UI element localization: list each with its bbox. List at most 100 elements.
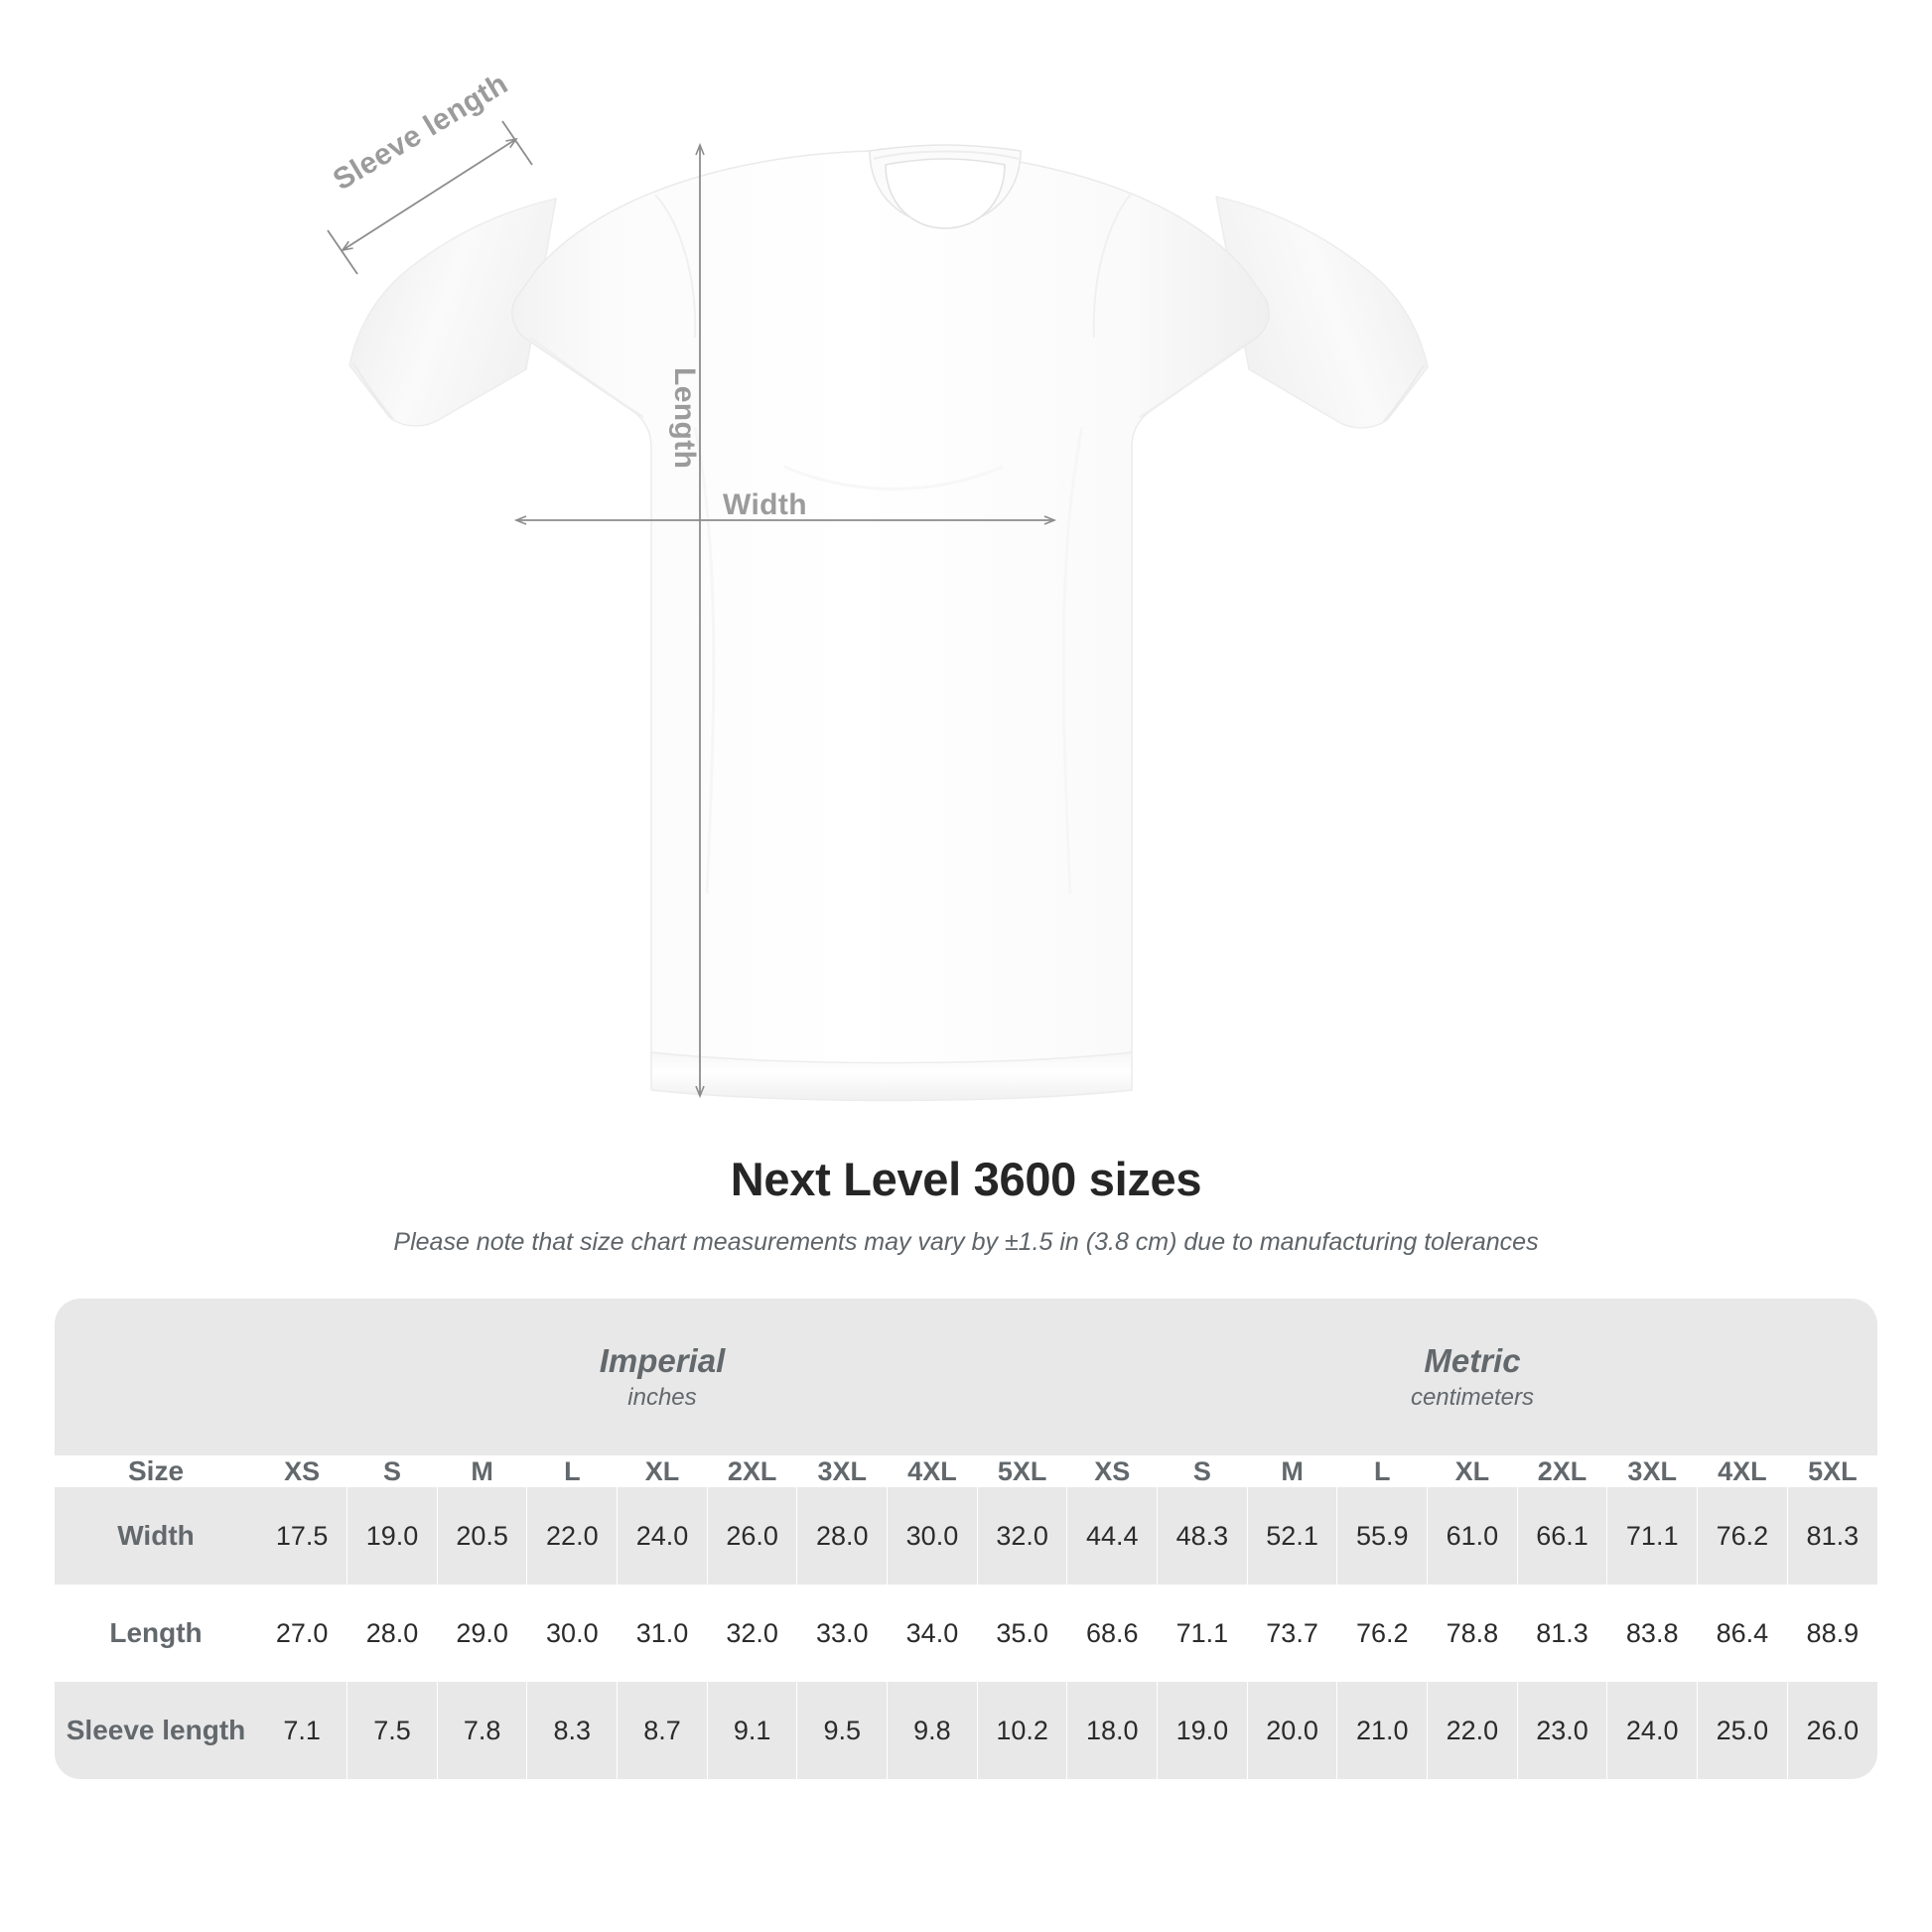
cell-length-imperial-5xl: 35.0: [977, 1585, 1068, 1682]
size-header-metric-l: L: [1336, 1455, 1429, 1487]
size-header-metric-xs: XS: [1066, 1455, 1159, 1487]
cell-sleeve-length-metric-5xl: 26.0: [1787, 1682, 1877, 1779]
cell-length-metric-s: 71.1: [1157, 1585, 1248, 1682]
width-dimension-label: Width: [723, 488, 808, 521]
size-header-imperial-s: S: [346, 1455, 438, 1487]
cell-width-imperial-2xl: 26.0: [707, 1487, 798, 1585]
cell-sleeve-length-imperial-xs: 7.1: [257, 1682, 348, 1779]
cell-sleeve-length-imperial-l: 8.3: [526, 1682, 619, 1779]
imperial-unit-header: Imperial inches: [257, 1299, 1067, 1455]
cell-length-metric-l: 76.2: [1336, 1585, 1429, 1682]
size-header-imperial-xl: XL: [617, 1455, 708, 1487]
cell-width-imperial-5xl: 32.0: [977, 1487, 1068, 1585]
table-row: Length 27.0 28.0 29.0 30.0 31.0 32.0 33.0 34.0 35…: [55, 1585, 1877, 1682]
sleeve-length-arrow: [341, 137, 518, 252]
metric-unit-sub: centimeters: [1410, 1383, 1534, 1411]
title-block: Next Level 3600 sizes Please note that s…: [0, 1152, 1932, 1257]
cell-width-metric-m: 52.1: [1247, 1487, 1338, 1585]
right-armhole-seam: [1139, 337, 1254, 418]
size-header-imperial-m: M: [437, 1455, 528, 1487]
measurement-lines: [327, 120, 1057, 1099]
page-title: Next Level 3600 sizes: [730, 1153, 1202, 1205]
tshirt-shape: [348, 144, 1429, 1102]
table-row: Sleeve length 7.1 7.5 7.8 8.3 8.7 9.1 9.5 9.8 10.…: [55, 1682, 1877, 1779]
size-row-label: Size: [55, 1455, 258, 1487]
cell-sleeve-length-metric-xl: 22.0: [1427, 1682, 1518, 1779]
cell-width-metric-l: 55.9: [1336, 1487, 1429, 1585]
cell-width-metric-xl: 61.0: [1427, 1487, 1518, 1585]
cell-sleeve-length-imperial-xl: 8.7: [617, 1682, 708, 1779]
cell-length-imperial-s: 28.0: [346, 1585, 438, 1682]
size-chart-table: Imperial inches Metric centimeters Size …: [55, 1299, 1877, 1779]
neck-tape: [873, 150, 1020, 160]
right-shoulder-seam: [1092, 192, 1133, 339]
left-sleeve-hem: [352, 362, 394, 420]
size-header-row: Size XS S M L XL 2XL 3XL 4XL 5XL XS S M L XL 2XL 3XL 4XL…: [55, 1455, 1877, 1487]
cell-sleeve-length-metric-3xl: 24.0: [1606, 1682, 1699, 1779]
size-header-imperial-4xl: 4XL: [887, 1455, 978, 1487]
size-table-body: Width 17.5 19.0 20.5 22.0 24.0 26.0 28.0 30.0 32.…: [55, 1487, 1877, 1779]
bottom-hem: [650, 1051, 1133, 1102]
left-armhole-seam: [529, 337, 644, 418]
cell-sleeve-length-metric-xs: 18.0: [1066, 1682, 1159, 1779]
cell-width-imperial-xs: 17.5: [257, 1487, 348, 1585]
imperial-unit-sub: inches: [627, 1383, 697, 1411]
size-header-imperial-xs: XS: [257, 1455, 348, 1487]
cell-sleeve-length-imperial-5xl: 10.2: [977, 1682, 1068, 1779]
sleeve-length-tick-right: [501, 120, 533, 166]
neck-opening: [885, 158, 1006, 229]
cell-sleeve-length-imperial-m: 7.8: [437, 1682, 528, 1779]
right-sleeve: [1215, 196, 1429, 429]
tshirt-illustration: [327, 120, 1429, 1102]
metric-unit-name: Metric: [1424, 1341, 1521, 1379]
left-shoulder-seam: [654, 194, 697, 339]
cell-sleeve-length-imperial-s: 7.5: [346, 1682, 438, 1779]
size-header-imperial-2xl: 2XL: [707, 1455, 798, 1487]
cell-width-metric-3xl: 71.1: [1606, 1487, 1699, 1585]
tolerance-note: Please note that size chart measurements…: [393, 1228, 1539, 1256]
cell-width-imperial-4xl: 30.0: [887, 1487, 978, 1585]
cell-sleeve-length-metric-4xl: 25.0: [1697, 1682, 1788, 1779]
size-header-metric-2xl: 2XL: [1517, 1455, 1608, 1487]
size-header-metric-5xl: 5XL: [1787, 1455, 1877, 1487]
cell-length-imperial-xl: 31.0: [617, 1585, 708, 1682]
cell-length-imperial-l: 30.0: [526, 1585, 619, 1682]
cell-length-metric-4xl: 86.4: [1697, 1585, 1788, 1682]
row-label-sleeve-length: Sleeve length: [55, 1682, 258, 1779]
cell-sleeve-length-imperial-2xl: 9.1: [707, 1682, 798, 1779]
cell-width-imperial-m: 20.5: [437, 1487, 528, 1585]
cell-width-metric-xs: 44.4: [1066, 1487, 1159, 1585]
cell-sleeve-length-imperial-4xl: 9.8: [887, 1682, 978, 1779]
shirt-body: [511, 150, 1270, 1098]
cell-sleeve-length-metric-2xl: 23.0: [1517, 1682, 1608, 1779]
size-header-metric-4xl: 4XL: [1697, 1455, 1788, 1487]
size-header-metric-s: S: [1157, 1455, 1248, 1487]
cell-sleeve-length-imperial-3xl: 9.5: [796, 1682, 889, 1779]
cell-length-metric-xl: 78.8: [1427, 1585, 1518, 1682]
cell-length-metric-3xl: 83.8: [1606, 1585, 1699, 1682]
table-row: Width 17.5 19.0 20.5 22.0 24.0 26.0 28.0 30.0 32.…: [55, 1487, 1877, 1585]
unit-banner-row: Imperial inches Metric centimeters: [55, 1299, 1877, 1455]
cell-length-imperial-4xl: 34.0: [887, 1585, 978, 1682]
size-header-metric-xl: XL: [1427, 1455, 1518, 1487]
row-label-width: Width: [55, 1487, 258, 1585]
cell-width-imperial-xl: 24.0: [617, 1487, 708, 1585]
cell-width-metric-s: 48.3: [1157, 1487, 1248, 1585]
sleeve-length-tick-left: [327, 229, 358, 275]
size-header-imperial-5xl: 5XL: [977, 1455, 1068, 1487]
cell-sleeve-length-metric-s: 19.0: [1157, 1682, 1248, 1779]
row-label-length: Length: [55, 1585, 258, 1682]
size-header-imperial-l: L: [526, 1455, 619, 1487]
size-header-imperial-3xl: 3XL: [796, 1455, 889, 1487]
cell-length-imperial-xs: 27.0: [257, 1585, 348, 1682]
cell-length-metric-5xl: 88.9: [1787, 1585, 1877, 1682]
cell-sleeve-length-metric-l: 21.0: [1336, 1682, 1429, 1779]
cell-length-imperial-m: 29.0: [437, 1585, 528, 1682]
fabric-fold-chest: [783, 465, 1004, 490]
table-corner-cell: [55, 1299, 258, 1455]
cell-width-metric-4xl: 76.2: [1697, 1487, 1788, 1585]
imperial-unit-name: Imperial: [599, 1341, 726, 1379]
cell-length-imperial-2xl: 32.0: [707, 1585, 798, 1682]
cell-width-metric-2xl: 66.1: [1517, 1487, 1608, 1585]
size-header-metric-m: M: [1247, 1455, 1338, 1487]
